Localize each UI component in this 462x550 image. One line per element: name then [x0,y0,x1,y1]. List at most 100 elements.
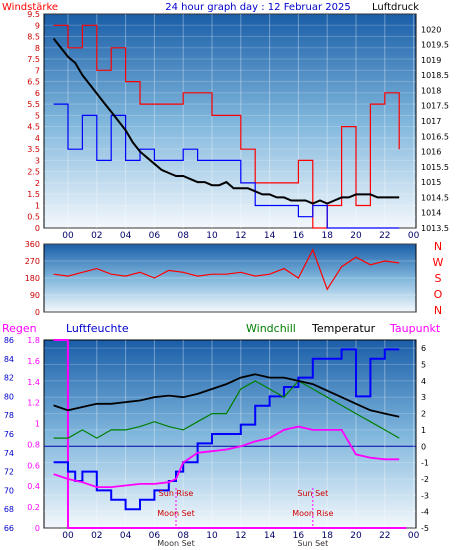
rain-tick-label: 0 [35,524,40,533]
temperature-tick-label: 6 [421,344,426,353]
wind-tick-label: 9 [35,21,40,30]
pressure-tick-label: 1019.5 [421,41,449,50]
temperature-tick-label: 2 [421,410,426,419]
pressure-tick-label: 1019 [421,56,441,65]
x-tick-label: 00 [62,531,74,541]
gust-series [53,24,400,229]
direction-tick-label: 180 [25,274,40,283]
bottom-annotation-label: Sun Set [297,539,328,548]
wind-axis-label: Windstärke [2,2,58,13]
x-tick-label: 02 [91,231,102,241]
direction-tick-label: 360 [25,240,40,249]
wind-tick-label: 3 [35,156,40,165]
compass-label: S [435,272,442,285]
annotation-label: Sun Rise [159,489,194,498]
pressure-tick-label: 1018.5 [421,71,449,80]
x-tick-label: 20 [350,531,362,541]
x-tick-label: 02 [91,531,102,541]
x-tick-label: 16 [293,231,305,241]
rain-tick-label: 1.2 [27,399,40,408]
compass-label: N [434,240,442,253]
temperature-tick-label: -2 [421,475,429,484]
wind-tick-label: 4.5 [27,123,40,132]
wind-tick-label: 7 [35,66,40,75]
windchill-label: Windchill [246,322,296,335]
windchill-series [53,380,400,439]
humidity-tick-label: 78 [4,411,14,420]
rain-tick-label: 0.4 [27,482,40,491]
rain-tick-label: 1.4 [27,378,40,387]
x-tick-label: 06 [149,531,161,541]
rain-tick-label: 0.2 [27,503,40,512]
wind-speed-series [53,103,400,229]
x-tick-label: 22 [379,231,390,241]
humidity-tick-label: 86 [4,336,14,345]
pressure-tick-label: 1015 [421,178,441,187]
chart-title: 24 hour graph day : 12 Februar 2025 [165,2,350,13]
wind-tick-label: 3.5 [27,145,40,154]
wind-tick-label: 0 [35,224,40,233]
rain-tick-label: 1.6 [27,357,40,366]
x-tick-label: 16 [293,531,305,541]
humidity-tick-label: 82 [4,374,14,383]
wind-tick-label: 8.5 [27,33,40,42]
wind-tick-label: 1.5 [27,190,40,199]
temperature-tick-label: 1 [421,426,426,435]
temperature-tick-label: 5 [421,361,426,370]
x-tick-label: 10 [206,531,218,541]
pressure-tick-label: 1015.5 [421,163,449,172]
x-tick-label: 00 [62,231,74,241]
rain-tick-label: 1 [35,420,40,429]
pressure-tick-label: 1016 [421,148,441,157]
x-tick-label: 04 [120,231,132,241]
x-tick-label: 14 [264,231,276,241]
wind-tick-label: 0.5 [27,213,40,222]
x-tick-label: 22 [379,531,390,541]
pressure-series [52,37,400,205]
temperature-tick-label: 0 [421,442,426,451]
wind-tick-label: 4 [35,134,40,143]
pressure-tick-label: 1014.5 [421,193,449,202]
pressure-tick-label: 1013.5 [421,224,449,233]
x-tick-label: 12 [235,231,246,241]
temperature-series [53,373,400,418]
rain-series [53,339,407,529]
wind-tick-label: 6 [35,89,40,98]
humidity-tick-label: 74 [4,449,14,458]
wind-tick-label: 1 [35,201,40,210]
temperature-tick-label: 3 [421,393,426,402]
humidity-tick-label: 80 [4,392,14,401]
temperature-tick-label: -5 [421,524,429,533]
wind-tick-label: 6.5 [27,78,40,87]
pressure-tick-label: 1016.5 [421,132,449,141]
humidity-tick-label: 76 [4,430,14,439]
wind-tick-label: 5.5 [27,100,40,109]
pressure-tick-label: 1018 [421,86,441,95]
rain-tick-label: 0.6 [27,461,40,470]
x-tick-label: 14 [264,531,276,541]
compass-label: O [434,288,443,301]
direction-tick-label: 0 [35,308,40,317]
wind-tick-label: 5 [35,111,40,120]
temperature-label: Temperatur [311,322,376,335]
pressure-axis-label: Luftdruck [372,2,419,13]
compass-label: W [433,256,444,269]
temperature-tick-label: -1 [421,459,429,468]
pressure-tick-label: 1017.5 [421,102,449,111]
direction-tick-label: 270 [25,257,40,266]
x-tick-label: 00 [408,231,420,241]
humidity-label: Luftfeuchte [66,322,129,335]
humidity-series [53,348,400,511]
wind-tick-label: 2.5 [27,168,40,177]
temperature-tick-label: -3 [421,491,429,500]
compass-label: N [434,304,442,317]
rain-label: Regen [2,322,37,335]
pressure-tick-label: 1020 [421,25,441,34]
direction-tick-label: 90 [30,291,40,300]
x-tick-label: 04 [120,531,132,541]
x-tick-label: 10 [206,231,218,241]
bottom-annotation-label: Moon Set [157,539,194,548]
x-tick-label: 08 [177,231,189,241]
wind-tick-label: 8 [35,44,40,53]
humidity-tick-label: 66 [4,524,14,533]
